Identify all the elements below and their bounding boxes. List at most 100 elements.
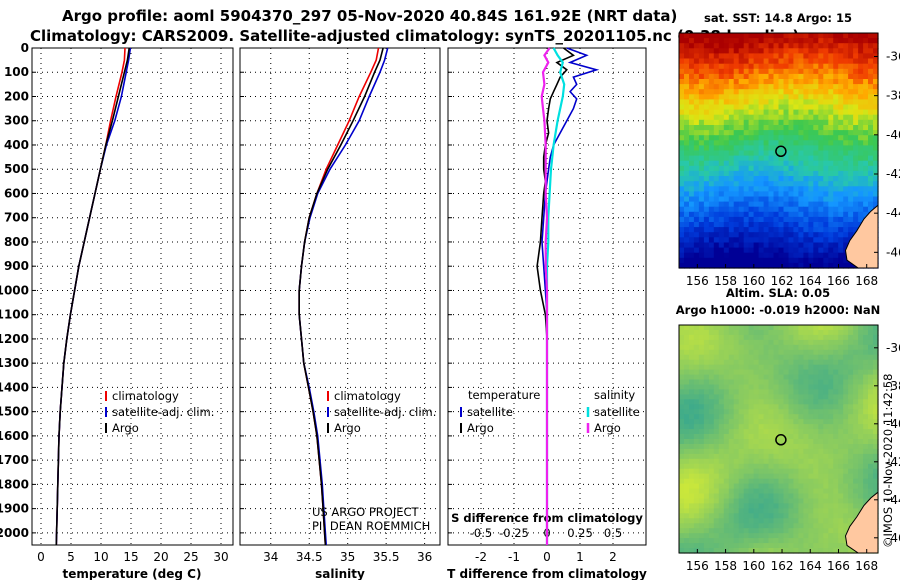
map-cell bbox=[679, 354, 685, 361]
map-cell bbox=[798, 135, 804, 141]
map-cell bbox=[733, 533, 740, 539]
map-cell bbox=[679, 379, 685, 386]
map-cell bbox=[708, 538, 715, 544]
map-cell bbox=[743, 330, 750, 336]
map-cell bbox=[798, 468, 804, 475]
map-cell bbox=[808, 399, 814, 405]
map-cell bbox=[689, 237, 695, 243]
map-cell bbox=[718, 165, 725, 172]
map-cell bbox=[868, 130, 874, 136]
map-cell bbox=[748, 434, 755, 440]
map-cell bbox=[689, 538, 695, 544]
map-cell bbox=[828, 252, 834, 259]
map-cell bbox=[808, 434, 814, 440]
map-cell bbox=[793, 349, 799, 356]
map-cell bbox=[733, 43, 740, 49]
map-cell bbox=[868, 58, 874, 65]
map-cell bbox=[684, 53, 690, 60]
map-cell bbox=[823, 73, 829, 80]
map-cell bbox=[733, 339, 740, 346]
map-cell bbox=[793, 201, 799, 208]
map-cell bbox=[679, 206, 685, 213]
map-cell bbox=[684, 528, 690, 534]
map-cell bbox=[823, 379, 829, 386]
map-cell bbox=[728, 429, 735, 435]
map-cell bbox=[684, 488, 690, 495]
map-cell bbox=[679, 483, 685, 490]
map-cell bbox=[808, 222, 814, 228]
map-cell bbox=[808, 125, 814, 131]
map-cell bbox=[833, 73, 839, 80]
map-cell bbox=[818, 252, 824, 259]
map-cell bbox=[684, 63, 690, 70]
map-cell bbox=[868, 434, 874, 440]
map-cell bbox=[698, 211, 705, 218]
map-cell bbox=[793, 359, 799, 366]
map-cell bbox=[733, 453, 740, 460]
map-cell bbox=[723, 165, 730, 172]
map-cell bbox=[728, 349, 735, 356]
map-cell bbox=[758, 38, 765, 44]
map-cell bbox=[693, 374, 700, 381]
map-cell bbox=[788, 145, 795, 152]
map-cell bbox=[818, 434, 824, 440]
map-cell bbox=[863, 191, 869, 198]
map-cell bbox=[828, 262, 834, 269]
map-cell bbox=[743, 344, 750, 351]
map-cell bbox=[738, 364, 745, 371]
map-cell bbox=[763, 94, 770, 100]
map-cell bbox=[689, 155, 695, 162]
map-cell bbox=[753, 89, 760, 95]
map-cell bbox=[733, 216, 740, 223]
map-cell bbox=[833, 339, 839, 346]
map-cell bbox=[808, 186, 814, 192]
map-cell bbox=[853, 483, 859, 490]
map-cell bbox=[703, 170, 710, 177]
map-cell bbox=[758, 252, 765, 259]
map-cell bbox=[793, 523, 799, 529]
map-cell bbox=[728, 227, 735, 233]
map-cell bbox=[758, 48, 765, 54]
map-cell bbox=[728, 38, 735, 44]
map-cell bbox=[679, 58, 685, 65]
map-cell bbox=[833, 334, 839, 341]
map-cell bbox=[808, 488, 814, 495]
map-cell bbox=[783, 84, 790, 90]
map-cell bbox=[843, 222, 849, 228]
map-cell bbox=[858, 84, 864, 90]
map-cell bbox=[788, 227, 795, 233]
map-cell bbox=[689, 99, 695, 106]
map-cell bbox=[828, 165, 834, 172]
map-cell bbox=[689, 369, 695, 376]
map-cell bbox=[828, 389, 834, 395]
map-cell bbox=[703, 518, 710, 524]
map-cell bbox=[823, 374, 829, 381]
map-cell bbox=[689, 453, 695, 460]
map-cell bbox=[763, 160, 770, 167]
map-cell bbox=[843, 508, 849, 514]
map-cell bbox=[733, 364, 740, 371]
map-cell bbox=[808, 444, 814, 450]
map-cell bbox=[783, 227, 790, 233]
map-cell bbox=[788, 119, 795, 126]
map-cell bbox=[689, 364, 695, 371]
map-cell bbox=[763, 364, 770, 371]
map-cell bbox=[763, 389, 770, 395]
map-cell bbox=[803, 176, 809, 182]
map-cell bbox=[773, 339, 780, 346]
map-cell bbox=[689, 181, 695, 187]
map-cell bbox=[718, 394, 725, 400]
map-cell bbox=[793, 237, 799, 243]
map-cell bbox=[703, 528, 710, 534]
map-cell bbox=[698, 434, 705, 440]
map-cell bbox=[808, 145, 814, 152]
map-cell bbox=[848, 493, 854, 500]
map-cell bbox=[684, 334, 690, 341]
map-cell bbox=[863, 389, 869, 395]
map-cell bbox=[813, 216, 819, 223]
map-cell bbox=[703, 508, 710, 514]
map-cell bbox=[698, 89, 705, 95]
map-cell bbox=[733, 89, 740, 95]
map-cell bbox=[843, 354, 849, 361]
map-cell bbox=[848, 429, 854, 435]
